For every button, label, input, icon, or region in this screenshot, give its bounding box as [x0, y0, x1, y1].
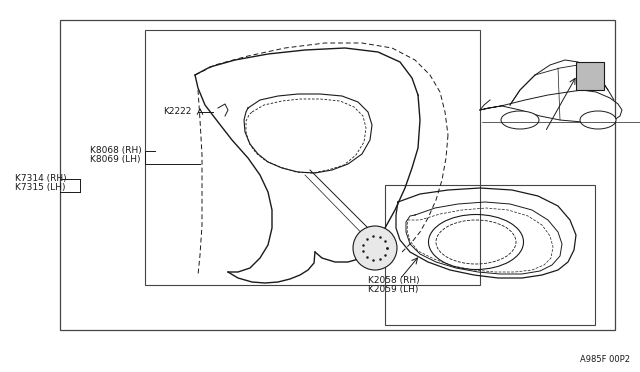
Ellipse shape	[580, 111, 616, 129]
Ellipse shape	[353, 226, 397, 270]
Ellipse shape	[501, 111, 539, 129]
Text: K8068 (RH): K8068 (RH)	[90, 146, 141, 155]
Text: K7315 (LH): K7315 (LH)	[15, 183, 65, 192]
Bar	[60, 20, 615, 330]
Text: K2222: K2222	[163, 108, 191, 116]
Text: K2058 (RH): K2058 (RH)	[368, 276, 420, 285]
Bar	[145, 30, 480, 285]
Text: K7314 (RH): K7314 (RH)	[15, 174, 67, 183]
Bar	[576, 62, 604, 90]
Text: K8069 (LH): K8069 (LH)	[90, 155, 141, 164]
Text: K2059 (LH): K2059 (LH)	[368, 285, 419, 294]
Bar	[385, 185, 595, 325]
Text: A985F 00P2: A985F 00P2	[580, 355, 630, 364]
